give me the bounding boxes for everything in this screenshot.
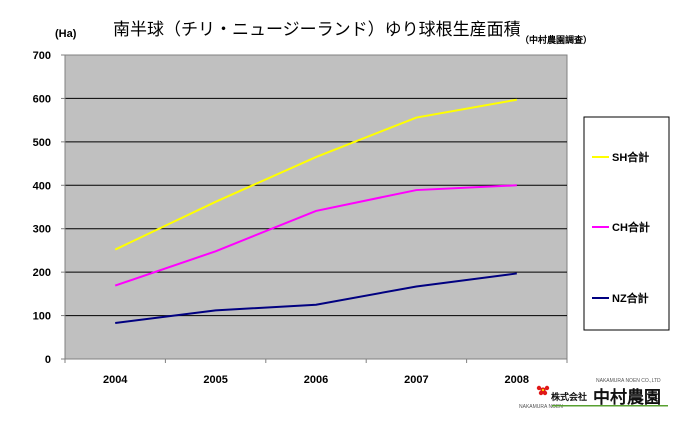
series-line [114,98,517,251]
logo-top-text: NAKAMURA NOEN CO.,LTD [596,378,661,384]
y-tick-label: 400 [33,180,51,192]
axes [61,54,568,363]
chart-subtitle: （中村農園調査） [520,34,592,46]
series-line [115,272,517,324]
legend-label: NZ合計 [612,291,649,305]
y-tick-label: 700 [33,50,51,62]
logo-company-prefix: 株式会社 [551,391,587,403]
y-axis-unit-label: (Ha) [55,28,77,40]
x-tick-label: 2005 [203,374,227,386]
y-tick-labels: 0 100 200 300 400 500 600 700 [33,50,51,366]
legend-label: CH合計 [612,220,650,234]
chart-title: 南半球（チリ・ニュージーランド）ゆり球根生産面積 [113,20,521,40]
company-logo: NAKAMURA NOEN CO.,LTD 株式会社 中村農園 NAKAMURA… [519,378,668,410]
x-tick-labels: 2004 2005 2006 2007 2008 [103,374,529,386]
series-line [114,184,517,287]
legend-box [583,116,670,331]
logo-underline [552,405,668,407]
legend: SH合計 CH合計 NZ合計 [592,150,650,305]
plot-area [64,54,568,360]
flower-icon [536,385,550,396]
y-tick-label: 100 [33,311,51,323]
x-tick-label: 2008 [505,374,529,386]
legend-label: SH合計 [612,150,649,164]
series-lines [114,98,517,324]
y-tick-label: 0 [45,354,51,366]
y-tick-label: 300 [33,224,51,236]
x-tick-label: 2006 [304,374,328,386]
y-tick-label: 200 [33,267,51,279]
x-tick-label: 2007 [404,374,428,386]
y-tick-label: 600 [33,93,51,105]
logo-company-name: 中村農園 [593,387,661,408]
logo-bottom-text: NAKAMURA NOEN [519,404,563,410]
grid-lines [65,97,567,317]
y-tick-label: 500 [33,137,51,149]
x-tick-label: 2004 [103,374,128,386]
